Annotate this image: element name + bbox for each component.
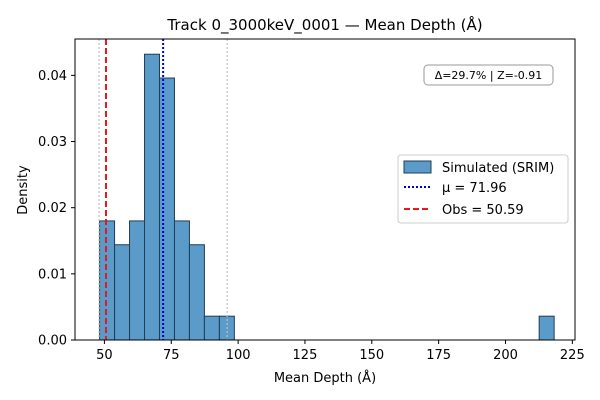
y-tick-label: 0.04 <box>38 69 67 84</box>
x-tick-label: 225 <box>560 348 585 363</box>
y-axis-label: Density <box>16 165 31 215</box>
stats-annotation-text: Δ=29.7% | Z=-0.91 <box>435 69 543 82</box>
stats-annotation-box <box>423 64 554 86</box>
histogram-bar <box>203 315 220 341</box>
chart-title: Track 0_3000keV_0001 — Mean Depth (Å) <box>166 15 482 35</box>
x-tick-label: 100 <box>226 348 251 363</box>
x-tick-label: 150 <box>359 348 384 363</box>
y-axis-ticks: 0.00 0.01 0.02 0.03 0.04 <box>38 69 75 349</box>
histogram-bars <box>99 53 555 341</box>
x-tick-label: 125 <box>293 348 318 363</box>
y-tick-label: 0.00 <box>38 334 67 349</box>
plot-frame <box>74 38 576 341</box>
x-axis-label: Mean Depth (Å) <box>274 370 376 386</box>
histogram-bar <box>99 220 116 341</box>
x-tick-label: 175 <box>426 348 451 363</box>
histogram-bar <box>114 244 131 341</box>
legend-label-mean: μ = 71.96 <box>442 181 507 196</box>
x-tick-label: 75 <box>163 348 180 363</box>
reference-lines <box>98 39 228 340</box>
histogram-bar <box>188 244 205 341</box>
legend-swatch-simulated <box>403 160 432 174</box>
legend-label-simulated: Simulated (SRIM) <box>442 161 554 176</box>
legend-box <box>397 154 569 224</box>
legend: Simulated (SRIM) μ = 71.96 Obs = 50.59 <box>397 154 569 224</box>
stats-annotation: Δ=29.7% | Z=-0.91 <box>423 64 554 86</box>
y-tick-label: 0.01 <box>38 267 67 282</box>
legend-label-observed: Obs = 50.59 <box>442 203 524 218</box>
x-tick-label: 50 <box>96 348 113 363</box>
histogram-bar <box>538 315 555 341</box>
histogram-bar <box>173 220 190 341</box>
y-tick-label: 0.02 <box>38 201 67 216</box>
histogram-bar <box>144 53 160 341</box>
histogram-bar <box>129 220 146 341</box>
histogram-bar <box>158 77 175 341</box>
x-tick-label: 200 <box>493 348 518 363</box>
y-tick-label: 0.03 <box>38 135 67 150</box>
x-axis-ticks: 50 75 100 125 150 175 200 225 <box>96 340 585 363</box>
